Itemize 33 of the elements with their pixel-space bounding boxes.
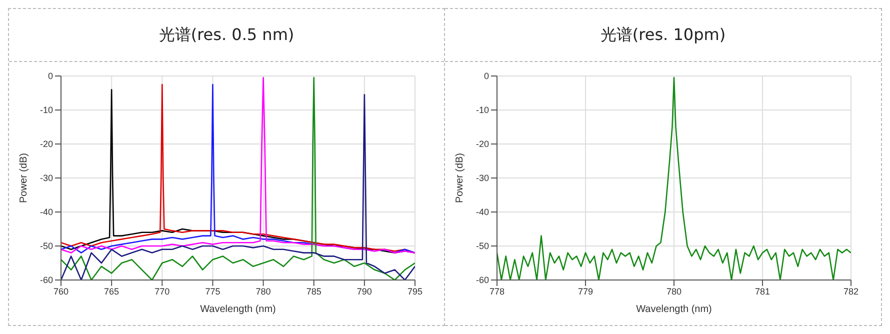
- y-tick-label: 0: [484, 71, 489, 82]
- x-tick-label: 780: [256, 286, 271, 296]
- y-tick-label: -50: [40, 241, 53, 252]
- y-tick-label: -60: [476, 275, 489, 286]
- y-tick-label: -10: [476, 105, 489, 116]
- x-tick-label: 795: [407, 286, 423, 296]
- x-tick-label: 779: [578, 286, 594, 296]
- x-axis-title: Wavelength (nm): [636, 304, 712, 315]
- x-tick-label: 780: [666, 286, 682, 296]
- y-tick-label: -30: [476, 173, 489, 184]
- y-tick-label: -30: [40, 173, 53, 184]
- x-tick-label: 770: [154, 286, 170, 296]
- x-tick-label: 790: [356, 286, 372, 296]
- y-tick-label: -50: [476, 241, 489, 252]
- x-tick-label: 775: [205, 286, 220, 296]
- y-tick-label: -10: [40, 105, 53, 116]
- y-tick-label: -60: [40, 275, 53, 286]
- y-tick-label: -20: [40, 139, 53, 150]
- x-tick-label: 765: [104, 286, 120, 296]
- x-axis-title: Wavelength (nm): [200, 304, 276, 315]
- y-axis-title: Power (dB): [454, 152, 466, 204]
- x-tick-label: 760: [53, 286, 69, 296]
- x-tick-label: 781: [754, 286, 770, 296]
- x-tick-label: 782: [843, 286, 859, 296]
- chart-title: 光谱(res. 10pm): [445, 9, 881, 62]
- chart-title: 光谱(res. 0.5 nm): [9, 9, 444, 62]
- y-tick-label: -40: [40, 207, 53, 218]
- x-tick-label: 778: [489, 286, 505, 296]
- y-tick-label: -40: [476, 207, 489, 218]
- y-axis-title: Power (dB): [18, 152, 30, 204]
- y-tick-label: 0: [48, 71, 53, 82]
- x-tick-label: 785: [306, 286, 322, 296]
- y-tick-label: -20: [476, 139, 489, 150]
